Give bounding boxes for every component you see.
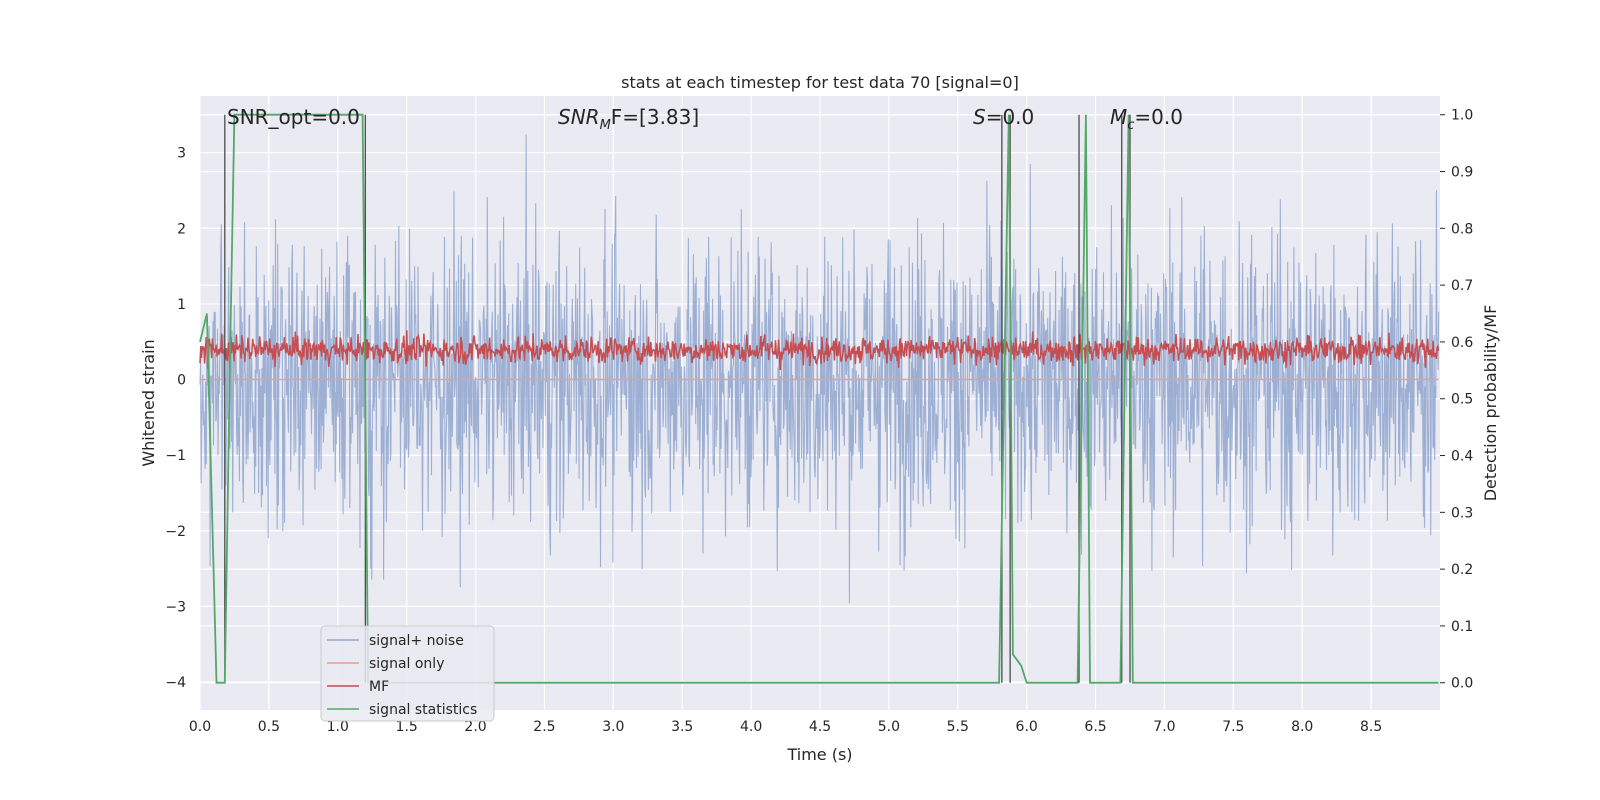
y-left-tick-1: 1 [177,297,186,313]
x-tick-3.5: 3.5 [671,719,693,735]
y-right-tick-0.3: 0.3 [1451,505,1473,521]
x-tick-6.0: 6.0 [1016,719,1038,735]
y-left-tick--1: −1 [165,448,186,464]
x-tick-4.5: 4.5 [809,719,831,735]
y-right-tick-1.0: 1.0 [1451,108,1473,124]
noise-line [199,134,1440,604]
chart-title: stats at each timestep for test data 70 … [621,73,1019,92]
annotation-snr-mf: SNRMF=[3.83] [558,105,699,133]
x-tick-3.0: 3.0 [602,719,624,735]
x-tick-4.0: 4.0 [740,719,762,735]
x-tick-8.0: 8.0 [1291,719,1313,735]
mc-sub: c [1127,118,1134,133]
snr-mf-sub: M [600,118,611,133]
x-tick-7.0: 7.0 [1153,719,1175,735]
snr-mf-suffix: F=[3.83] [611,105,699,129]
x-axis-label: Time (s) [786,745,852,764]
x-tick-2.5: 2.5 [533,719,555,735]
y-right-tick-0.9: 0.9 [1451,165,1473,181]
y-axis-right-label: Detection probability/MF [1481,305,1500,502]
x-tick-2.0: 2.0 [464,719,486,735]
y-right-tick-0.6: 0.6 [1451,335,1473,351]
snr-mf-prefix: SNR [558,105,600,129]
y-left-tick--3: −3 [165,599,186,615]
axis-ticks: 0.0 0.5 1.0 1.5 2.0 2.5 3.0 3.5 4.0 4.5 5.0 5.5 6.0 6… [165,108,1473,735]
x-tick-6.5: 6.5 [1084,719,1106,735]
y-right-tick-0.7: 0.7 [1451,278,1473,294]
s-suffix: =0.0 [986,105,1035,129]
x-tick-7.5: 7.5 [1222,719,1244,735]
y-axis-left-label: Whitened strain [139,339,158,466]
mf-line [199,330,1440,371]
y-left-tick--2: −2 [165,524,186,540]
y-left-tick-0: 0 [177,373,186,389]
series-mf [199,330,1440,371]
legend-label-noise: signal+ noise [369,633,464,649]
legend-label-signal-only: signal only [369,656,444,672]
x-tick-0.0: 0.0 [189,719,211,735]
annotation-s: S=0.0 [973,105,1034,129]
series-signal-noise [199,134,1440,604]
annotation-mc: Mc=0.0 [1110,105,1183,133]
legend: signal+ noise signal only MF signal stat… [320,625,495,722]
legend-label-mf: MF [369,679,389,695]
y-right-tick-0.2: 0.2 [1451,562,1473,578]
y-right-tick-0.4: 0.4 [1451,449,1473,465]
x-tick-8.5: 8.5 [1360,719,1382,735]
y-right-tick-0.1: 0.1 [1451,619,1473,635]
legend-label-stats: signal statistics [369,702,477,718]
x-tick-0.5: 0.5 [258,719,280,735]
series-signal-statistics [199,113,1439,684]
y-right-tick-0.5: 0.5 [1451,392,1473,408]
x-tick-5.0: 5.0 [878,719,900,735]
y-left-tick-2: 2 [177,221,186,237]
s-prefix: S [973,105,986,129]
y-left-tick--4: −4 [165,675,186,691]
annotation-snr-opt: SNR_opt=0.0 [227,105,360,129]
stats-line [199,113,1439,684]
x-tick-1.5: 1.5 [396,719,418,735]
mc-suffix: =0.0 [1134,105,1183,129]
x-tick-1.0: 1.0 [327,719,349,735]
x-tick-5.5: 5.5 [947,719,969,735]
y-left-tick-3: 3 [177,146,186,162]
mc-prefix: M [1110,105,1127,129]
y-right-tick-0.8: 0.8 [1451,221,1473,237]
y-right-tick-0.0: 0.0 [1451,676,1473,692]
legend-box [320,625,495,722]
